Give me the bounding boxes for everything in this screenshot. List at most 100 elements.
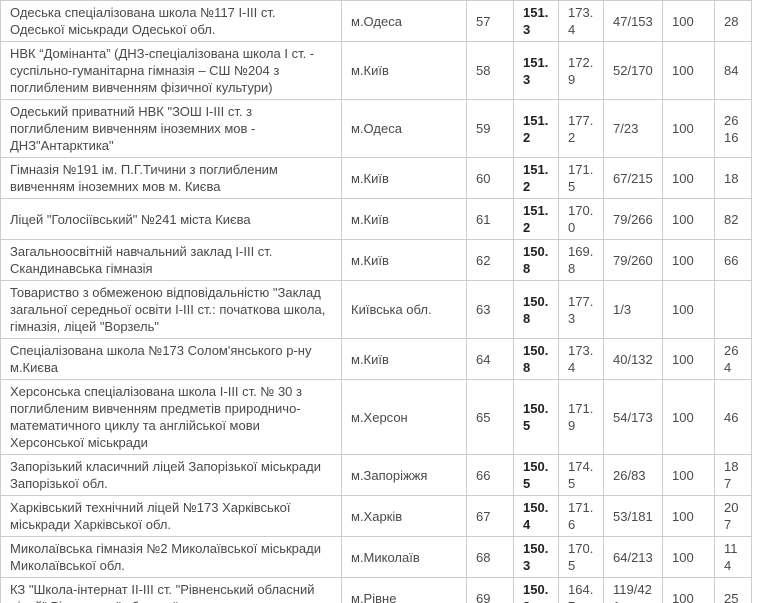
school-name-cell: Гімназія №191 ім. П.Г.Тичини з поглиблен… xyxy=(0,157,342,199)
rating-score-cell: 151.2 xyxy=(513,99,559,158)
percent-cell: 100 xyxy=(662,99,715,158)
count-cell: 2616 xyxy=(714,99,752,158)
count-cell: 25 xyxy=(714,577,752,603)
rating-score-cell: 151.2 xyxy=(513,198,559,240)
table-row: Товариство з обмеженою відповідальністю … xyxy=(0,280,752,339)
city-cell: м.Київ xyxy=(341,41,467,100)
rank-cell: 57 xyxy=(466,0,514,42)
rank-cell: 60 xyxy=(466,157,514,199)
school-name-cell: Спеціалізована школа №173 Солом'янського… xyxy=(0,338,342,380)
table-row: Одеський приватний НВК "ЗОШ І-ІІІ ст. з … xyxy=(0,99,752,158)
school-name-cell: Миколаївська гімназія №2 Миколаївської м… xyxy=(0,536,342,578)
percent-cell: 100 xyxy=(662,454,715,496)
count-cell: 66 xyxy=(714,239,752,281)
school-name-cell: Одеський приватний НВК "ЗОШ І-ІІІ ст. з … xyxy=(0,99,342,158)
avg-score-cell: 171.5 xyxy=(558,157,604,199)
rank-cell: 61 xyxy=(466,198,514,240)
ratio-cell: 1/3 xyxy=(603,280,663,339)
rank-cell: 58 xyxy=(466,41,514,100)
city-cell: м.Київ xyxy=(341,198,467,240)
city-cell: м.Київ xyxy=(341,157,467,199)
percent-cell: 100 xyxy=(662,280,715,339)
table-row: НВК “Домінанта” (ДНЗ-спеціалізована школ… xyxy=(0,41,752,100)
city-cell: м.Запоріжжя xyxy=(341,454,467,496)
city-cell: м.Одеса xyxy=(341,99,467,158)
percent-cell: 100 xyxy=(662,379,715,455)
rank-cell: 65 xyxy=(466,379,514,455)
count-cell: 46 xyxy=(714,379,752,455)
school-name-cell: Товариство з обмеженою відповідальністю … xyxy=(0,280,342,339)
rank-cell: 63 xyxy=(466,280,514,339)
rank-cell: 59 xyxy=(466,99,514,158)
rank-cell: 69 xyxy=(466,577,514,603)
count-cell: 207 xyxy=(714,495,752,537)
table-row: Миколаївська гімназія №2 Миколаївської м… xyxy=(0,536,752,578)
ratio-cell: 53/181 xyxy=(603,495,663,537)
count-cell: 18 xyxy=(714,157,752,199)
rank-cell: 62 xyxy=(466,239,514,281)
count-cell: 82 xyxy=(714,198,752,240)
ratio-cell: 40/132 xyxy=(603,338,663,380)
city-cell: Київська обл. xyxy=(341,280,467,339)
avg-score-cell: 173.4 xyxy=(558,338,604,380)
rating-score-cell: 150.2 xyxy=(513,577,559,603)
school-name-cell: КЗ "Школа-інтернат ІІ-ІІІ ст. "Рівненськ… xyxy=(0,577,342,603)
school-name-cell: Ліцей "Голосіївський" №241 міста Києва xyxy=(0,198,342,240)
ratio-cell: 79/266 xyxy=(603,198,663,240)
avg-score-cell: 170.0 xyxy=(558,198,604,240)
percent-cell: 100 xyxy=(662,577,715,603)
table-row: КЗ "Школа-інтернат ІІ-ІІІ ст. "Рівненськ… xyxy=(0,577,752,603)
ratio-cell: 67/215 xyxy=(603,157,663,199)
city-cell: м.Харків xyxy=(341,495,467,537)
rating-score-cell: 151.3 xyxy=(513,0,559,42)
percent-cell: 100 xyxy=(662,157,715,199)
school-name-cell: Загальноосвітній навчальний заклад І-ІІІ… xyxy=(0,239,342,281)
percent-cell: 100 xyxy=(662,338,715,380)
ratio-cell: 79/260 xyxy=(603,239,663,281)
percent-cell: 100 xyxy=(662,239,715,281)
table-row: Гімназія №191 ім. П.Г.Тичини з поглиблен… xyxy=(0,157,752,199)
rating-score-cell: 150.8 xyxy=(513,280,559,339)
table-row: Херсонська спеціалізована школа І-ІІІ ст… xyxy=(0,379,752,455)
table-row: Загальноосвітній навчальний заклад І-ІІІ… xyxy=(0,239,752,281)
ratio-cell: 54/173 xyxy=(603,379,663,455)
rating-score-cell: 151.3 xyxy=(513,41,559,100)
avg-score-cell: 174.5 xyxy=(558,454,604,496)
ratio-cell: 26/83 xyxy=(603,454,663,496)
city-cell: м.Одеса xyxy=(341,0,467,42)
rating-score-cell: 150.4 xyxy=(513,495,559,537)
school-name-cell: Одеська спеціалізована школа №117 І-ІІІ … xyxy=(0,0,342,42)
rating-score-cell: 150.3 xyxy=(513,536,559,578)
percent-cell: 100 xyxy=(662,536,715,578)
table-row: Харківський технічний ліцей №173 Харківс… xyxy=(0,495,752,537)
avg-score-cell: 164.7 xyxy=(558,577,604,603)
rating-score-cell: 150.5 xyxy=(513,379,559,455)
city-cell: м.Херсон xyxy=(341,379,467,455)
rank-cell: 64 xyxy=(466,338,514,380)
avg-score-cell: 172.9 xyxy=(558,41,604,100)
ratio-cell: 64/213 xyxy=(603,536,663,578)
avg-score-cell: 177.3 xyxy=(558,280,604,339)
school-name-cell: Херсонська спеціалізована школа І-ІІІ ст… xyxy=(0,379,342,455)
percent-cell: 100 xyxy=(662,0,715,42)
rating-score-cell: 150.8 xyxy=(513,239,559,281)
avg-score-cell: 173.4 xyxy=(558,0,604,42)
percent-cell: 100 xyxy=(662,495,715,537)
count-cell: 264 xyxy=(714,338,752,380)
ratio-cell: 7/23 xyxy=(603,99,663,158)
count-cell: 84 xyxy=(714,41,752,100)
avg-score-cell: 169.8 xyxy=(558,239,604,281)
school-name-cell: Харківський технічний ліцей №173 Харківс… xyxy=(0,495,342,537)
school-name-cell: Запорізький класичний ліцей Запорізької … xyxy=(0,454,342,496)
table-row: Одеська спеціалізована школа №117 І-ІІІ … xyxy=(0,0,752,42)
school-name-cell: НВК “Домінанта” (ДНЗ-спеціалізована школ… xyxy=(0,41,342,100)
percent-cell: 100 xyxy=(662,41,715,100)
rating-score-cell: 150.5 xyxy=(513,454,559,496)
rank-cell: 67 xyxy=(466,495,514,537)
rank-cell: 66 xyxy=(466,454,514,496)
city-cell: м.Миколаїв xyxy=(341,536,467,578)
ratio-cell: 52/170 xyxy=(603,41,663,100)
avg-score-cell: 170.5 xyxy=(558,536,604,578)
table-row: Запорізький класичний ліцей Запорізької … xyxy=(0,454,752,496)
